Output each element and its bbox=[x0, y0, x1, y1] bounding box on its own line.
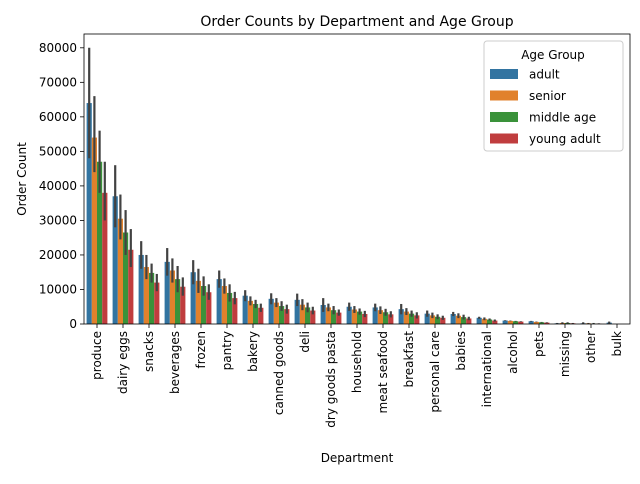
x-tick-label: deli bbox=[298, 331, 312, 353]
x-tick-label: dry goods pasta bbox=[324, 331, 338, 428]
x-tick-label: produce bbox=[90, 331, 104, 380]
y-tick-label: 80000 bbox=[39, 41, 77, 55]
x-tick-label: pets bbox=[532, 331, 546, 357]
bar bbox=[503, 321, 508, 324]
x-tick-label: other bbox=[584, 331, 598, 363]
legend-swatch bbox=[490, 69, 518, 79]
legend-swatch bbox=[490, 91, 518, 101]
chart-title: Order Counts by Department and Age Group bbox=[200, 14, 513, 30]
x-tick-label: dairy eggs bbox=[116, 331, 130, 394]
legend-label: senior bbox=[529, 89, 566, 103]
bar bbox=[529, 321, 534, 324]
x-tick-label: bakery bbox=[246, 331, 260, 372]
bar bbox=[508, 321, 513, 324]
y-tick-label: 50000 bbox=[39, 144, 77, 158]
x-tick-label: snacks bbox=[142, 331, 156, 372]
legend-label: middle age bbox=[529, 111, 596, 125]
x-tick-label: frozen bbox=[194, 331, 208, 369]
x-tick-label: meat seafood bbox=[376, 331, 390, 413]
legend: Age Group adult senior middle age young adu… bbox=[484, 41, 623, 151]
x-tick-label: household bbox=[350, 331, 364, 393]
y-axis-label: Order Count bbox=[15, 142, 29, 216]
legend-swatch bbox=[490, 134, 518, 144]
y-tick-label: 70000 bbox=[39, 75, 77, 89]
y-tick-label: 10000 bbox=[39, 282, 77, 296]
x-tick-label: bulk bbox=[610, 331, 624, 357]
x-tick-label: canned goods bbox=[272, 331, 286, 415]
y-tick-label: 60000 bbox=[39, 110, 77, 124]
legend-label: adult bbox=[529, 68, 560, 82]
legend-label: young adult bbox=[529, 132, 601, 146]
y-tick-label: 40000 bbox=[39, 179, 77, 193]
x-tick-label: babies bbox=[454, 331, 468, 371]
y-tick-label: 20000 bbox=[39, 248, 77, 262]
legend-title: Age Group bbox=[521, 48, 585, 62]
x-tick-label: beverages bbox=[168, 331, 182, 394]
x-axis-label: Department bbox=[321, 451, 394, 465]
bar bbox=[513, 321, 518, 324]
x-tick-label: breakfast bbox=[402, 331, 416, 388]
y-tick-label: 0 bbox=[69, 317, 77, 331]
x-tick-label: pantry bbox=[220, 331, 234, 370]
x-tick-label: international bbox=[480, 331, 494, 407]
x-tick-label: missing bbox=[558, 331, 572, 377]
y-tick-label: 30000 bbox=[39, 213, 77, 227]
x-tick-label: alcohol bbox=[506, 331, 520, 374]
legend-swatch bbox=[490, 112, 518, 122]
x-tick-label: personal care bbox=[428, 331, 442, 413]
